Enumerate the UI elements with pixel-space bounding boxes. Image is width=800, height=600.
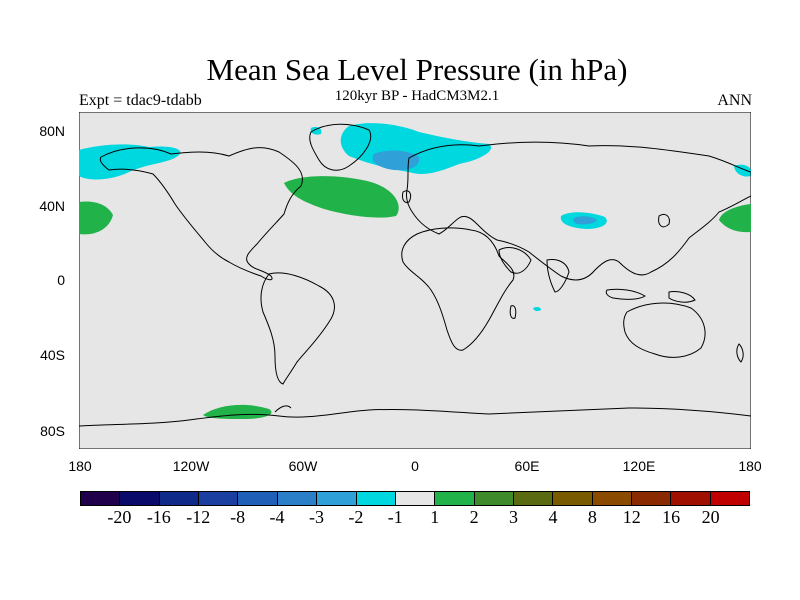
coast-greenland	[309, 123, 372, 171]
anomaly-arctic-core-negative	[372, 150, 420, 171]
colorbar-swatch	[632, 492, 672, 505]
colorbar-label: 3	[509, 507, 519, 527]
x-tick-180-left: 180	[68, 458, 92, 474]
y-tick-0: 0	[57, 272, 65, 288]
anomaly-southern-ocean-positive	[203, 404, 272, 419]
x-tick-180-right: 180	[738, 458, 762, 474]
x-tick-60w: 60W	[288, 458, 318, 474]
anomaly-patch-cyan-pacific	[310, 126, 322, 135]
coastlines	[79, 123, 751, 427]
colorbar-label: 12	[622, 507, 641, 527]
x-tick-120w: 120W	[172, 458, 210, 474]
colorbar-label: -2	[348, 507, 364, 527]
x-tick-120e: 120E	[622, 458, 656, 474]
anomaly-north-pacific-positive-east	[719, 204, 751, 233]
colorbar-swatch	[710, 492, 750, 505]
colorbar-swatch	[435, 492, 475, 505]
coast-japan	[658, 213, 670, 228]
anomaly-patch-cyan-south-indian	[533, 306, 541, 312]
y-tick-80n: 80N	[39, 123, 65, 139]
map-subtitle: 120kyr BP - HadCM3M2.1	[334, 88, 500, 104]
coast-eurasia	[406, 141, 751, 281]
colorbar-label: 8	[587, 507, 597, 527]
coast-new-zealand	[736, 343, 744, 363]
anomaly-fields	[79, 123, 751, 419]
coast-indonesia	[605, 288, 646, 300]
colorbar-label: -4	[269, 507, 285, 527]
x-tick-60e: 60E	[514, 458, 540, 474]
colorbar-swatch	[238, 492, 278, 505]
colorbar-label: -12	[186, 507, 211, 527]
colorbar-swatch	[592, 492, 633, 505]
colorbar-swatch	[159, 492, 200, 505]
map-title: Mean Sea Level Pressure (in hPa)	[206, 52, 628, 87]
coast-madagascar	[509, 305, 517, 319]
y-tick-40n: 40N	[39, 198, 65, 214]
coast-antarctica	[79, 407, 751, 427]
colorbar	[80, 491, 750, 506]
colorbar-swatch	[671, 492, 711, 505]
world-map	[79, 112, 751, 449]
anomaly-north-pacific-positive-west	[79, 201, 113, 235]
y-tick-40s: 40S	[40, 347, 65, 363]
colorbar-label: 1	[430, 507, 440, 527]
coast-new-guinea	[668, 291, 696, 303]
colorbar-swatch	[356, 492, 396, 505]
colorbar-swatch	[120, 492, 160, 505]
colorbar-label: -20	[107, 507, 132, 527]
colorbar-swatch	[317, 492, 357, 505]
experiment-label: Expt = tdac9-tdabb	[79, 92, 202, 109]
coast-india	[546, 259, 570, 293]
colorbar-label: 16	[662, 507, 681, 527]
coast-arabia	[498, 247, 532, 274]
season-label: ANN	[717, 92, 752, 109]
colorbar-label: 2	[469, 507, 479, 527]
colorbar-swatch	[474, 492, 514, 505]
colorbar-swatch	[553, 492, 593, 505]
anomaly-asia-core-negative	[573, 216, 597, 225]
coast-south-america	[260, 272, 335, 385]
colorbar-label: 4	[548, 507, 558, 527]
colorbar-label: -8	[230, 507, 246, 527]
colorbar-swatch	[395, 492, 436, 505]
coast-north-america	[99, 147, 303, 281]
colorbar-label: 20	[701, 507, 720, 527]
anomaly-arctic-negative	[79, 144, 181, 180]
map-panel	[79, 112, 751, 449]
colorbar-label: -16	[146, 507, 171, 527]
colorbar-swatch	[513, 492, 554, 505]
anomaly-north-atlantic-positive	[284, 176, 399, 218]
y-tick-80s: 80S	[40, 423, 65, 439]
coast-australia	[623, 302, 706, 358]
coast-uk	[402, 190, 412, 203]
coast-antarctic-peninsula	[274, 405, 292, 413]
colorbar-label: -3	[308, 507, 324, 527]
colorbar-swatch	[199, 492, 239, 505]
colorbar-label: -1	[387, 507, 403, 527]
coast-africa	[401, 227, 515, 351]
x-tick-0: 0	[411, 458, 419, 474]
colorbar-swatch	[277, 492, 318, 505]
colorbar-swatch	[81, 492, 121, 505]
